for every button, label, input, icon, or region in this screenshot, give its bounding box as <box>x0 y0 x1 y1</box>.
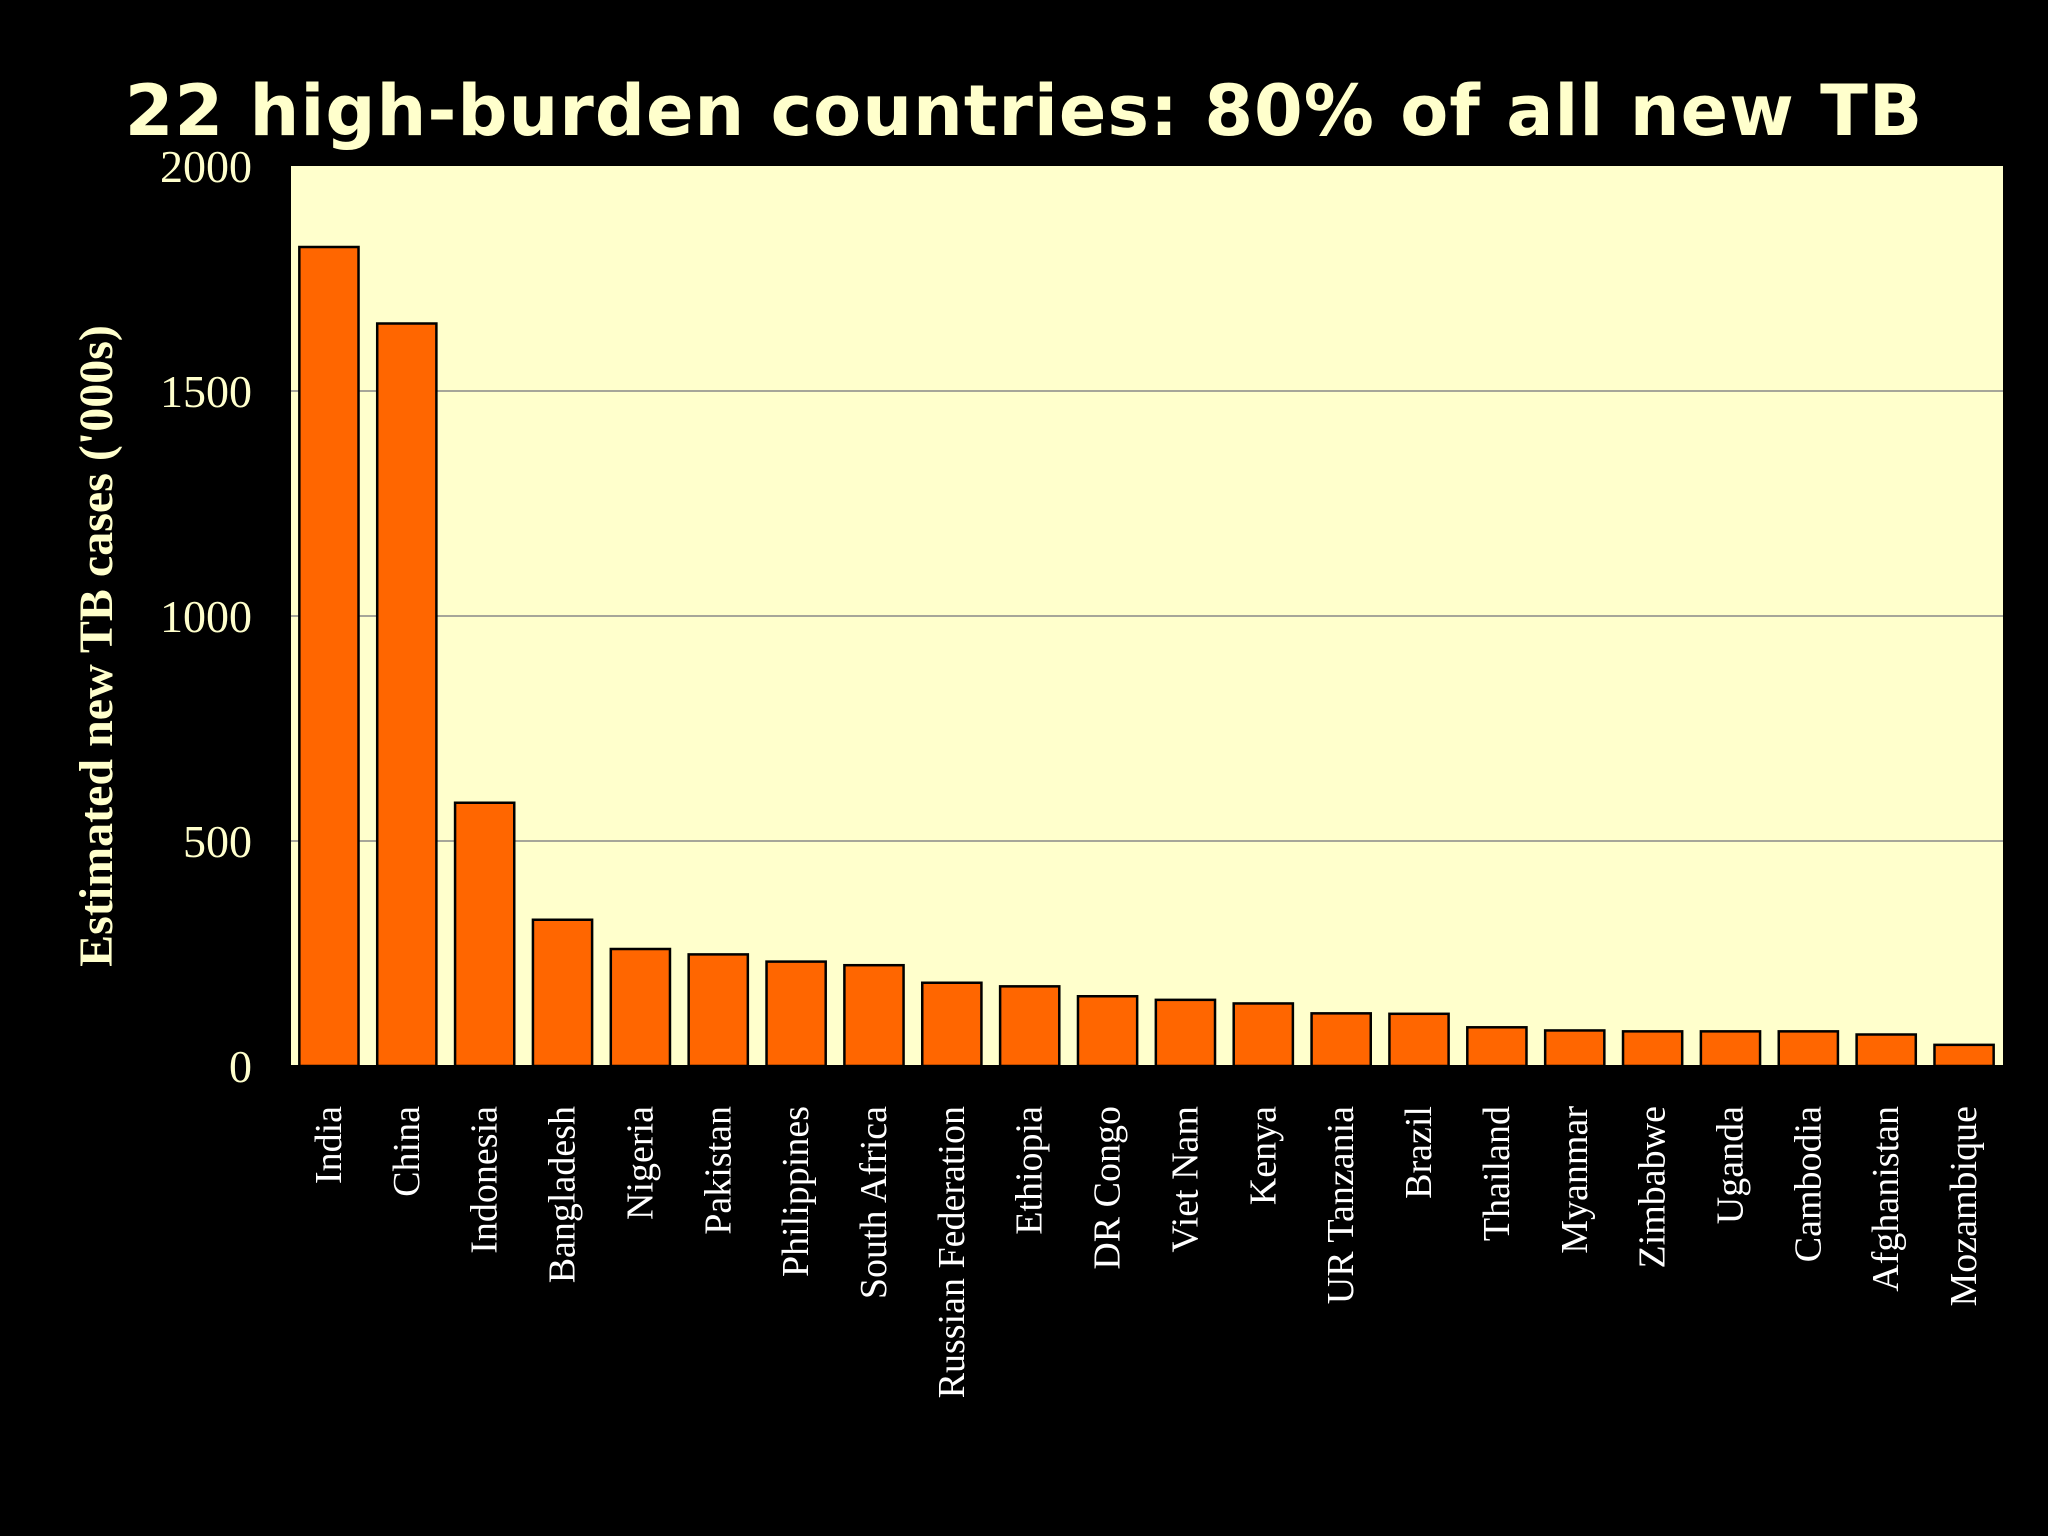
bar-uganda <box>1699 1030 1762 1068</box>
bar-dr-congo <box>1076 995 1139 1068</box>
bar-kenya <box>1232 1002 1295 1068</box>
category-label: Mozambique <box>1943 1106 1985 1307</box>
category-label: Thailand <box>1476 1106 1518 1241</box>
bar-afghanistan <box>1855 1033 1918 1068</box>
category-label: Uganda <box>1709 1106 1751 1224</box>
y-tick-label: 0 <box>229 1041 252 1092</box>
bar-russian-federation <box>921 981 983 1068</box>
category-label: Nigeria <box>619 1106 661 1220</box>
bar-cambodia <box>1777 1030 1840 1068</box>
bar-pakistan <box>687 953 750 1068</box>
category-label: Philippines <box>775 1106 817 1277</box>
category-label: Viet Nam <box>1164 1106 1206 1253</box>
bar-india <box>298 245 360 1068</box>
bar-mozambique <box>1933 1043 1995 1068</box>
y-axis-title: Estimated new TB cases ('000s) <box>70 325 123 967</box>
category-label: Afghanistan <box>1865 1106 1907 1292</box>
category-label: Indonesia <box>464 1106 506 1254</box>
category-label: Pakistan <box>697 1106 739 1235</box>
bar-indonesia <box>453 801 516 1068</box>
y-tick-label: 1500 <box>160 366 252 417</box>
bar-bangladesh <box>531 918 594 1068</box>
bar-nigeria <box>609 947 672 1068</box>
bar-ethiopia <box>998 985 1061 1068</box>
y-tick-label: 500 <box>183 816 252 867</box>
category-label: Bangladesh <box>542 1106 584 1283</box>
bar-philippines <box>765 960 827 1068</box>
category-label: Brazil <box>1398 1106 1440 1199</box>
bar-viet-nam <box>1154 998 1217 1068</box>
category-label: India <box>308 1106 350 1184</box>
category-label: Russian Federation <box>931 1106 973 1398</box>
bar-south-africa <box>843 963 905 1068</box>
bar-myanmar <box>1543 1029 1606 1068</box>
category-label: South Africa <box>853 1106 895 1299</box>
category-label: Ethiopia <box>1009 1106 1051 1235</box>
y-tick-label: 2000 <box>160 141 252 192</box>
category-label: UR Tanzania <box>1320 1106 1362 1304</box>
bar-china <box>375 322 438 1068</box>
bar-thailand <box>1466 1026 1528 1068</box>
y-tick-label: 1000 <box>160 591 252 642</box>
category-label: Cambodia <box>1787 1106 1829 1262</box>
category-label: Kenya <box>1242 1106 1284 1205</box>
category-label: China <box>386 1106 428 1197</box>
category-label: Zimbabwe <box>1632 1106 1674 1269</box>
category-label: Myanmar <box>1554 1106 1596 1254</box>
bar-brazil <box>1388 1012 1450 1068</box>
bar-ur-tanzania <box>1310 1012 1372 1068</box>
bar-zimbabwe <box>1621 1030 1684 1068</box>
category-label: DR Congo <box>1087 1106 1129 1270</box>
